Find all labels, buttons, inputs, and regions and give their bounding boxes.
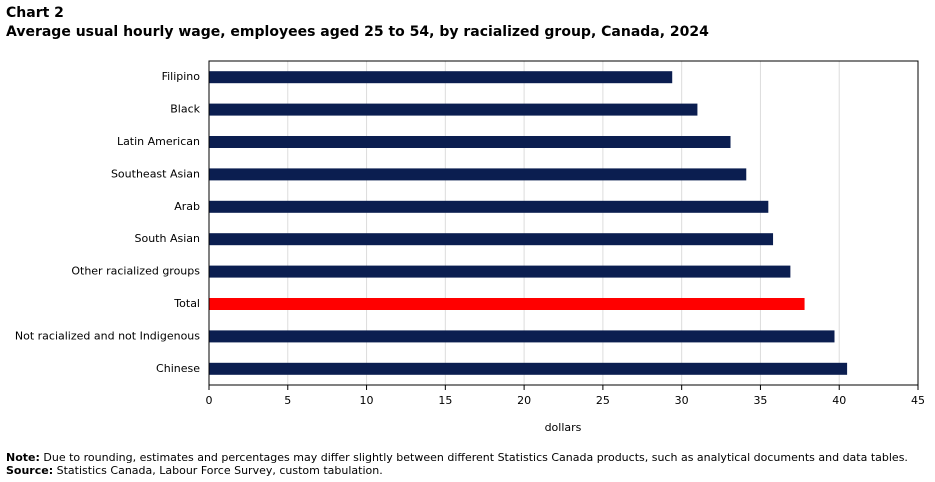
x-tick-label: 10: [360, 394, 374, 407]
note-label: Note:: [6, 451, 40, 464]
bar: [209, 362, 848, 375]
bar: [209, 168, 747, 181]
y-tick-label: Latin American: [117, 135, 200, 148]
source-text: Statistics Canada, Labour Force Survey, …: [57, 464, 383, 477]
bar: [209, 136, 731, 148]
y-tick-label: Southeast Asian: [111, 167, 200, 180]
x-tick-label: 15: [438, 394, 452, 407]
bar: [209, 265, 791, 278]
x-tick-label: 35: [753, 394, 767, 407]
y-tick-label: Chinese: [156, 362, 200, 375]
y-tick-label: Filipino: [162, 70, 201, 83]
source: Source: Statistics Canada, Labour Force …: [6, 464, 383, 477]
x-tick-label: 0: [206, 394, 213, 407]
x-tick-label: 40: [832, 394, 846, 407]
bar: [209, 71, 673, 84]
chart-label: Chart 2: [6, 5, 64, 21]
x-tick-label: 45: [911, 394, 925, 407]
x-axis-title: dollars: [545, 421, 582, 434]
x-tick-label: 5: [284, 394, 291, 407]
y-tick-label: Total: [173, 297, 200, 310]
bar: [209, 298, 805, 310]
plot-frame: [208, 60, 919, 386]
bar: [209, 233, 774, 246]
note: Note: Due to rounding, estimates and per…: [6, 451, 908, 464]
x-tick-label: 20: [517, 394, 531, 407]
chart-title: Average usual hourly wage, employees age…: [6, 24, 709, 40]
note-text: Due to rounding, estimates and percentag…: [43, 451, 908, 464]
bar: [209, 200, 769, 213]
y-tick-label: Not racialized and not Indigenous: [15, 329, 200, 342]
bar: [209, 330, 835, 343]
y-tick-label: Other racialized groups: [71, 265, 200, 278]
bar: [209, 103, 698, 116]
x-tick-label: 25: [596, 394, 610, 407]
y-tick-label: Black: [170, 103, 200, 116]
source-label: Source:: [6, 464, 53, 477]
x-tick-label: 30: [675, 394, 689, 407]
y-tick-label: South Asian: [135, 232, 201, 245]
y-tick-label: Arab: [174, 200, 200, 213]
